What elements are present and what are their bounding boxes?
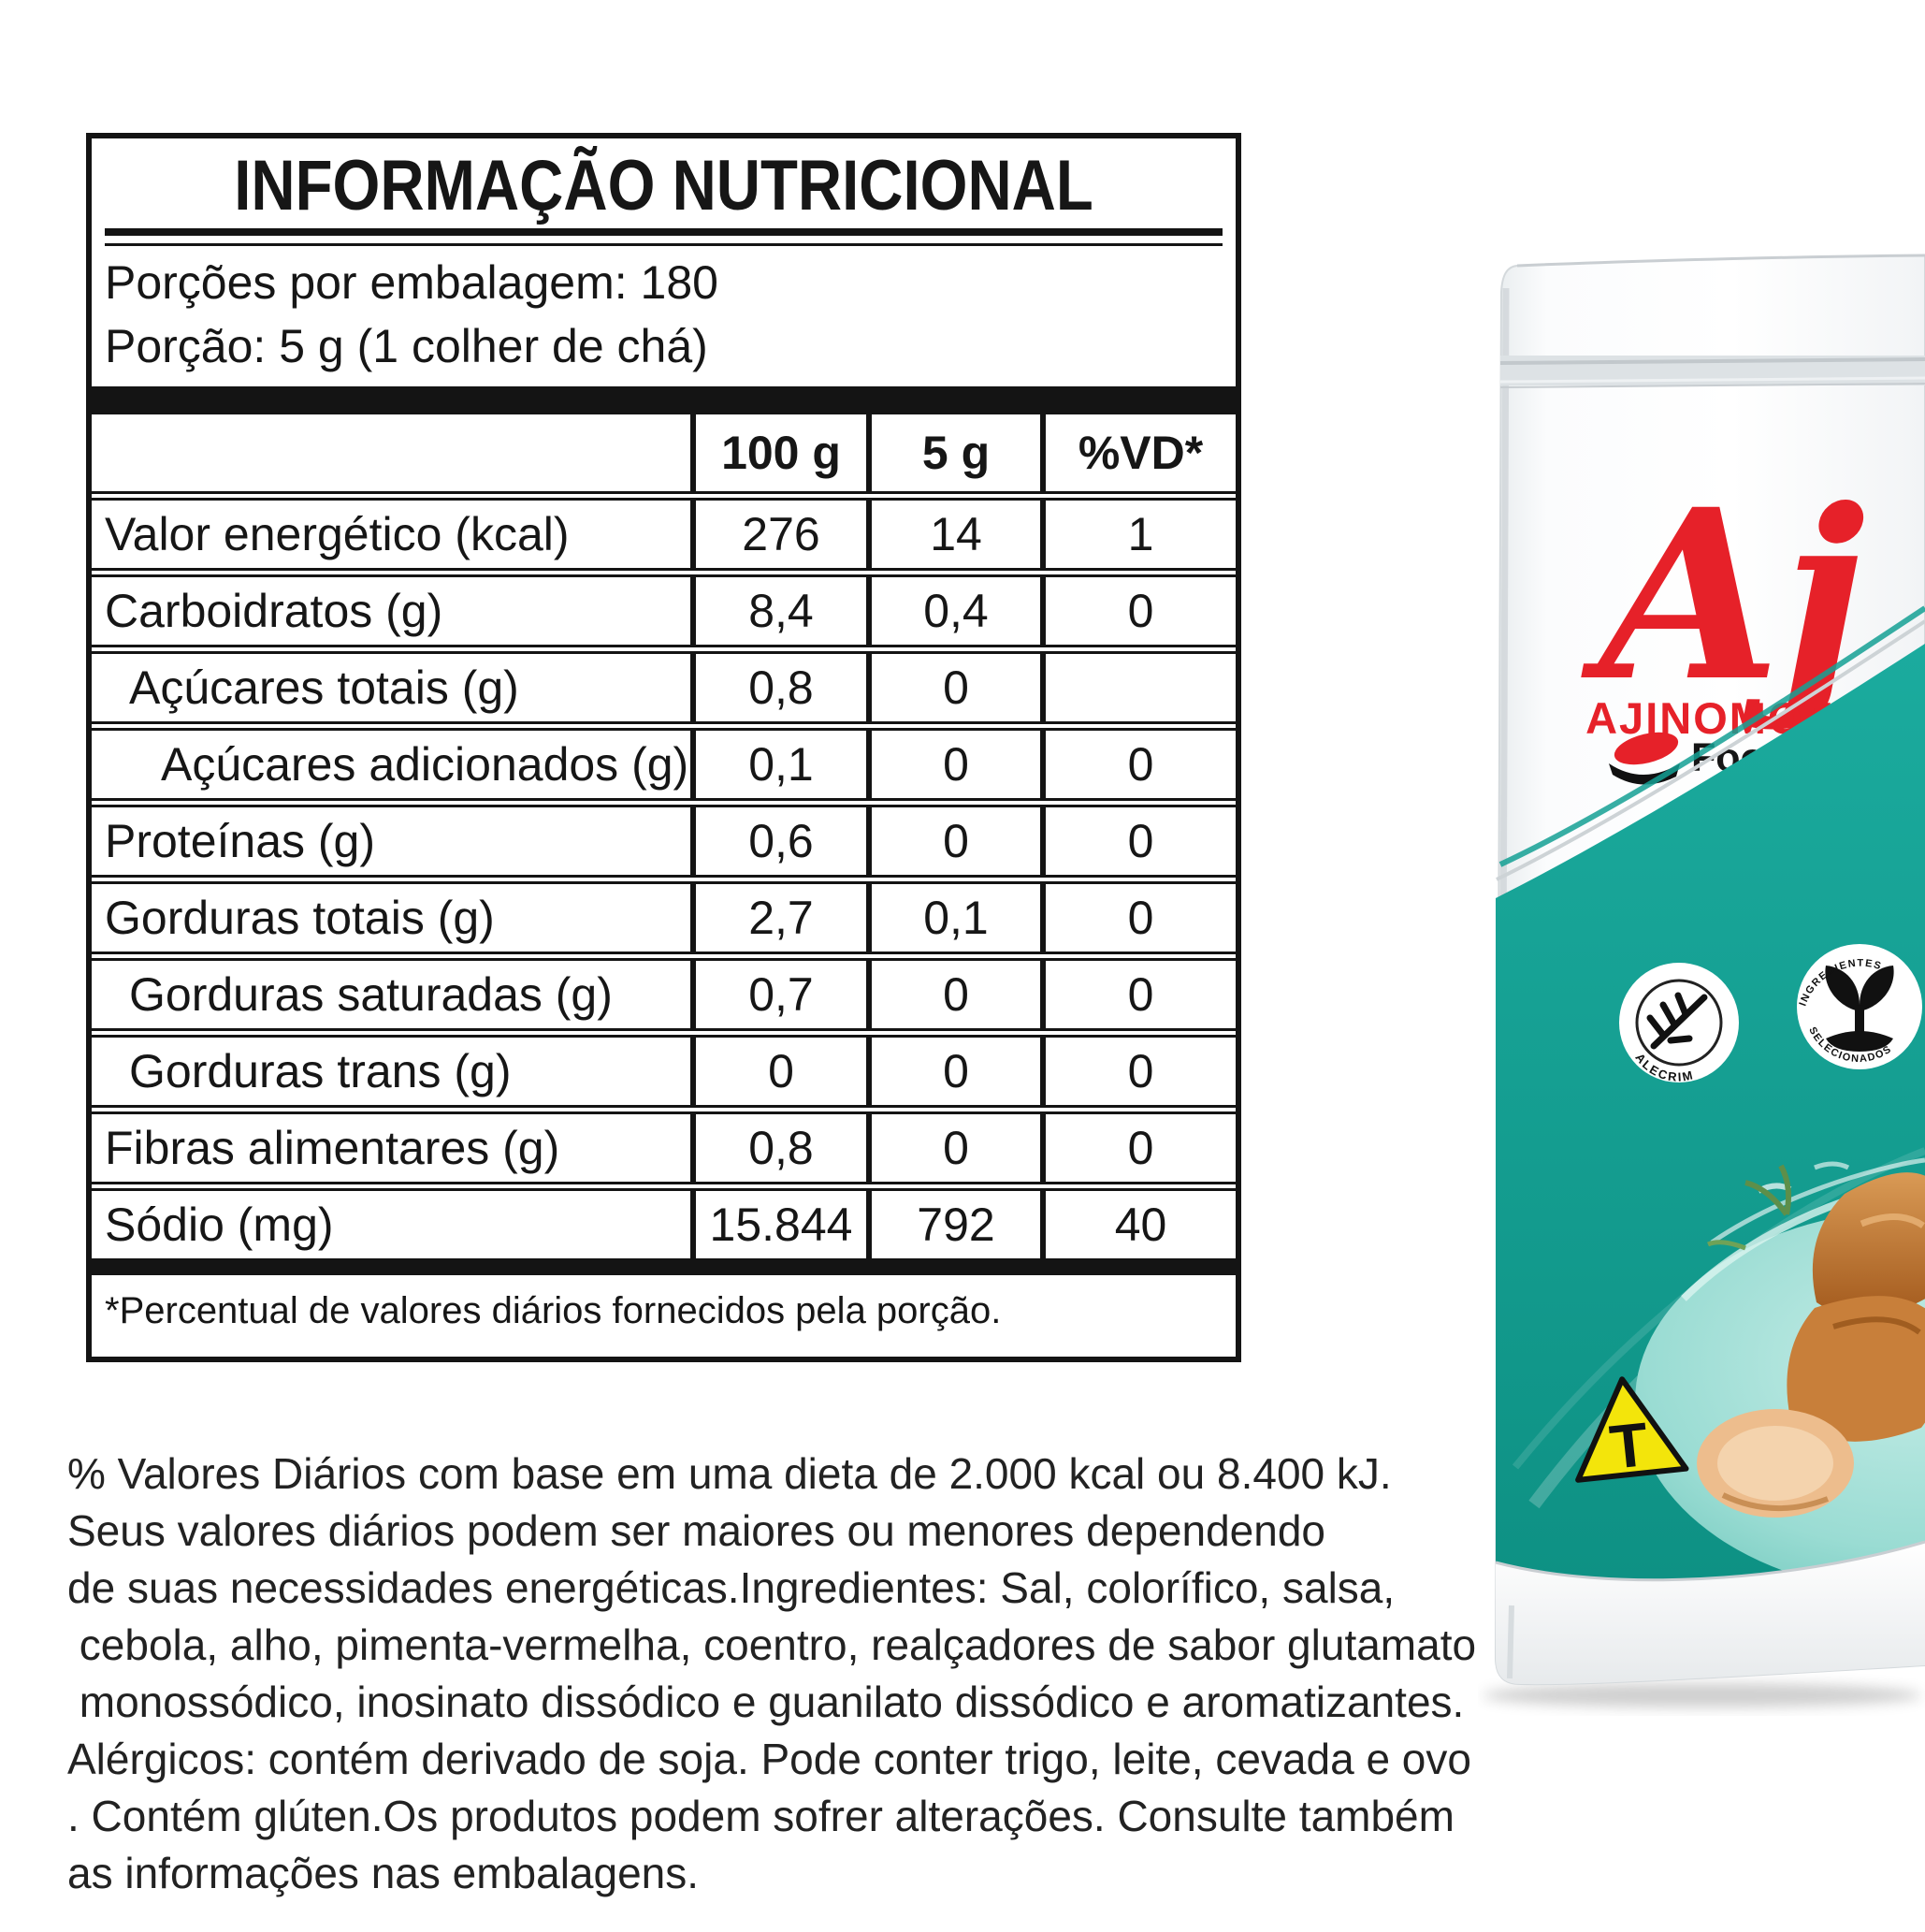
value-vd: 1 [1040, 501, 1236, 568]
paragraph-line: Seus valores diários podem ser maiores o… [67, 1506, 1326, 1555]
value-vd: 0 [1040, 1038, 1236, 1105]
value-100g: 2,7 [690, 884, 866, 951]
value-vd: 0 [1040, 807, 1236, 875]
value-vd: 0 [1040, 577, 1236, 645]
sprig-icon [1646, 992, 1708, 1050]
value-100g: 0,7 [690, 961, 866, 1028]
value-5g: 0 [866, 1038, 1040, 1105]
value-5g: 0 [866, 961, 1040, 1028]
food-plate [1635, 1157, 1925, 1593]
value-5g: 0 [866, 731, 1040, 798]
header-divider-band [92, 386, 1236, 414]
row-label: Carboidratos (g) [105, 585, 443, 637]
col-header-5g: 5 g [866, 414, 1040, 491]
title-divider-thick-line [105, 228, 1223, 236]
value-100g: 0 [690, 1038, 866, 1105]
value-5g: 0,4 [866, 577, 1040, 645]
value-100g: 0,8 [690, 1114, 866, 1182]
value-100g: 0,8 [690, 654, 866, 721]
row-label: Valor energético (kcal) [105, 508, 570, 560]
meat-pieces [1697, 1172, 1925, 1518]
swoosh-accent-gray [1496, 619, 1925, 881]
col-header-empty [92, 414, 690, 491]
row-label: Gorduras totais (g) [105, 892, 495, 944]
value-5g: 0 [866, 807, 1040, 875]
value-vd: 0 [1040, 884, 1236, 951]
table-row: Gorduras totais (g) 2,7 0,1 0 [92, 875, 1236, 951]
transgenic-letter: T [1607, 1409, 1652, 1482]
servings-per-package: Porções por embalagem: 180 [105, 256, 718, 309]
row-label: Gorduras trans (g) [129, 1045, 512, 1097]
value-5g: 0,1 [866, 884, 1040, 951]
aj-monogram-logo: Aj [1581, 458, 1865, 733]
package-photo-svg: Aj AJINOMOTO ® Food Service [1483, 254, 1925, 1707]
row-label: Fibras alimentares (g) [105, 1122, 560, 1174]
value-100g: 8,4 [690, 577, 866, 645]
pouch-shadow [1483, 1683, 1922, 1707]
value-100g: 0,6 [690, 807, 866, 875]
row-label: Sódio (mg) [105, 1198, 334, 1251]
swoosh-accent-teal [1498, 605, 1925, 867]
nutrition-table-title: INFORMAÇÃO NUTRICIONAL [234, 146, 1093, 225]
ingredients-paragraph: % Valores Diários com base em uma dieta … [67, 1445, 1512, 1902]
serving-size: Porção: 5 g (1 colher de chá) [105, 320, 708, 372]
row-label: Proteínas (g) [105, 815, 376, 867]
product-package-photo: Aj AJINOMOTO ® Food Service [1478, 251, 1925, 1716]
table-row: Sódio (mg) 15.844 792 40 [92, 1182, 1236, 1258]
paragraph-line: . Contém glúten.Os produtos podem sofrer… [67, 1792, 1455, 1840]
value-100g: 276 [690, 501, 866, 568]
paragraph-line: as informações nas embalagens. [67, 1849, 700, 1897]
title-divider-thin-line [105, 243, 1223, 246]
value-5g: 0 [866, 654, 1040, 721]
seedling-icon [1825, 966, 1894, 1052]
table-row: Proteínas (g) 0,6 0 0 [92, 798, 1236, 875]
value-vd: 0 [1040, 731, 1236, 798]
value-vd: 0 [1040, 961, 1236, 1028]
transgenic-triangle: T [1575, 1376, 1689, 1483]
col-header-vd: %VD* [1040, 414, 1236, 491]
value-vd [1040, 654, 1236, 721]
zip-seal [1499, 356, 1925, 388]
ingredients-badge: INGREDIENTES SELECIONADOS [1797, 944, 1922, 1069]
paragraph-line: monossódico, inosinato dissódico e guani… [67, 1678, 1465, 1726]
table-row: Açúcares totais (g) 0,8 0 [92, 645, 1236, 721]
table-row: Fibras alimentares (g) 0,8 0 0 [92, 1105, 1236, 1182]
herb-sprigs [1707, 1164, 1791, 1251]
paragraph-line: de suas necessidades energéticas.Ingredi… [67, 1563, 1396, 1612]
value-vd: 40 [1040, 1191, 1236, 1258]
table-row: Açúcares adicionados (g) 0,1 0 0 [92, 721, 1236, 798]
title-divider [105, 228, 1223, 246]
value-5g: 0 [866, 1114, 1040, 1182]
footnote-divider-band [92, 1258, 1236, 1275]
table-footnote: *Percentual de valores diários fornecido… [105, 1290, 1002, 1331]
pouch-bottom-band [1495, 1540, 1925, 1685]
nutrition-facts-table: INFORMAÇÃO NUTRICIONAL Porções por embal… [86, 133, 1241, 1362]
paragraph-line: % Valores Diários com base em uma dieta … [67, 1449, 1392, 1498]
value-100g: 0,1 [690, 731, 866, 798]
table-row: Gorduras trans (g) 0 0 0 [92, 1028, 1236, 1105]
col-header-100g: 100 g [690, 414, 866, 491]
table-row: Valor energético (kcal) 276 14 1 [92, 491, 1236, 568]
table-row: Gorduras saturadas (g) 0,7 0 0 [92, 951, 1236, 1028]
row-label: Açúcares totais (g) [129, 661, 519, 714]
value-vd: 0 [1040, 1114, 1236, 1182]
value-100g: 15.844 [690, 1191, 866, 1258]
value-5g: 792 [866, 1191, 1040, 1258]
paragraph-line: cebola, alho, pimenta-vermelha, coentro,… [67, 1620, 1477, 1669]
value-5g: 14 [866, 501, 1040, 568]
row-label: Gorduras saturadas (g) [129, 968, 613, 1021]
table-row: Carboidratos (g) 8,4 0,4 0 [92, 568, 1236, 645]
nutrition-rows: Valor energético (kcal) 276 14 1 Carboid… [92, 491, 1236, 1258]
paragraph-line: Alérgicos: contém derivado de soja. Pode… [67, 1735, 1471, 1783]
column-header-row: 100 g 5 g %VD* [92, 414, 1236, 491]
row-label: Açúcares adicionados (g) [161, 738, 689, 791]
